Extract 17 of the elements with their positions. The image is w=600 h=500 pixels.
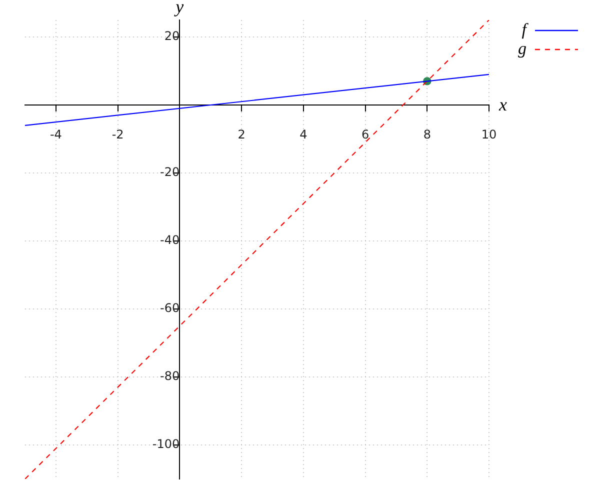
x-tick-label: 4 xyxy=(300,127,308,142)
y-tick-label: -40 xyxy=(160,233,180,248)
x-tick-label: 6 xyxy=(361,127,370,142)
x-tick-label: 10 xyxy=(481,127,497,142)
x-tick-label: -2 xyxy=(112,127,124,142)
x-axis-title: x xyxy=(498,94,507,115)
legend-label: g xyxy=(518,38,526,58)
y-tick-label: -20 xyxy=(160,165,180,180)
x-tick-label: -4 xyxy=(50,127,62,142)
x-tick-label: 8 xyxy=(423,127,431,142)
y-axis-title: y xyxy=(174,0,184,17)
y-tick-label: 20 xyxy=(164,29,180,44)
x-tick-label: 2 xyxy=(238,127,246,142)
y-tick-label: -60 xyxy=(160,301,180,316)
legend-label: f xyxy=(522,20,529,39)
y-tick-label: -100 xyxy=(152,437,180,452)
y-tick-label: -80 xyxy=(160,369,180,384)
